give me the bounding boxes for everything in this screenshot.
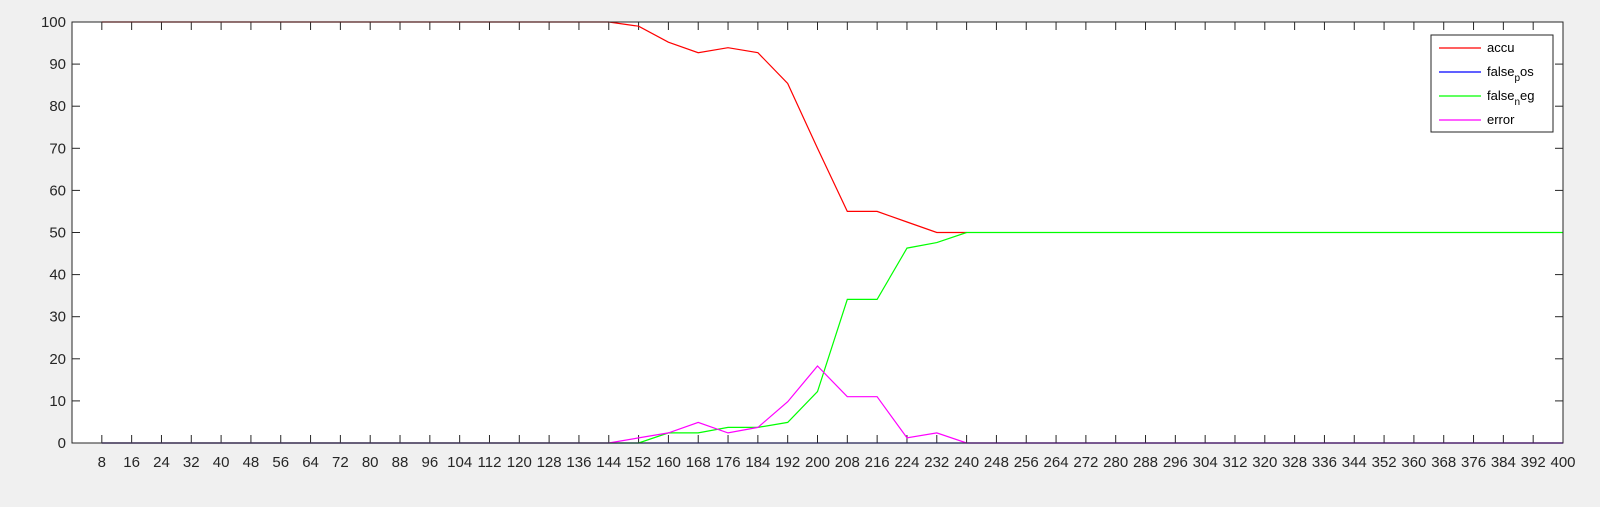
y-tick-label: 0: [58, 435, 66, 452]
y-tick-label: 70: [49, 140, 66, 157]
plot-border: [71, 21, 1564, 444]
y-tick-label: 20: [49, 351, 66, 368]
x-tick-label: 192: [775, 454, 800, 471]
x-tick-label: 352: [1372, 454, 1397, 471]
x-tick-label: 184: [745, 454, 770, 471]
legend-label: error: [1487, 112, 1515, 127]
x-tick-label: 280: [1103, 454, 1128, 471]
x-tick-label: 336: [1312, 454, 1337, 471]
tick-labels: 8 16 24 32 40 48 56 64 72 80 88 96 104 112 120 128 136 14…: [41, 14, 1576, 471]
x-tick-label: 120: [507, 454, 532, 471]
legend[interactable]: accu falsepos falseneg error: [1430, 34, 1554, 133]
x-tick-label: 384: [1491, 454, 1516, 471]
x-tick-label: 240: [954, 454, 979, 471]
x-tick-label: 328: [1282, 454, 1307, 471]
x-tick-label: 200: [805, 454, 830, 471]
x-tick-label: 8: [98, 454, 106, 471]
x-tick-label: 392: [1521, 454, 1546, 471]
x-tick-label: 216: [865, 454, 890, 471]
y-tick-label: 40: [49, 267, 66, 284]
x-tick-label: 256: [1014, 454, 1039, 471]
y-tick-label: 80: [49, 98, 66, 115]
x-tick-label: 208: [835, 454, 860, 471]
x-tick-label: 296: [1163, 454, 1188, 471]
y-tick-label: 90: [49, 56, 66, 73]
legend-label: falsepos: [1487, 64, 1534, 84]
x-tick-label: 48: [243, 454, 260, 471]
y-tick-label: 60: [49, 182, 66, 199]
x-tick-label: 320: [1252, 454, 1277, 471]
x-tick-label: 144: [596, 454, 621, 471]
x-tick-label: 136: [566, 454, 591, 471]
x-tick-label: 104: [447, 454, 472, 471]
x-tick-label: 24: [153, 454, 170, 471]
x-tick-label: 96: [421, 454, 438, 471]
x-tick-label: 72: [332, 454, 349, 471]
y-tick-label: 100: [41, 14, 66, 31]
x-tick-label: 376: [1461, 454, 1486, 471]
x-tick-label: 64: [302, 454, 319, 471]
x-tick-label: 80: [362, 454, 379, 471]
y-tick-label: 30: [49, 309, 66, 326]
legend-label: accu: [1487, 40, 1514, 55]
x-tick-label: 400: [1550, 454, 1575, 471]
x-tick-label: 304: [1193, 454, 1218, 471]
x-tick-label: 56: [272, 454, 289, 471]
x-tick-label: 160: [656, 454, 681, 471]
x-tick-label: 16: [123, 454, 140, 471]
x-tick-label: 112: [478, 454, 502, 471]
x-tick-label: 368: [1431, 454, 1456, 471]
x-tick-label: 312: [1222, 454, 1247, 471]
x-tick-label: 88: [392, 454, 409, 471]
x-tick-label: 176: [716, 454, 741, 471]
x-tick-label: 168: [686, 454, 711, 471]
legend-label: falseneg: [1487, 88, 1535, 108]
x-tick-label: 264: [1044, 454, 1069, 471]
x-tick-label: 360: [1401, 454, 1426, 471]
x-tick-label: 32: [183, 454, 200, 471]
x-tick-label: 152: [626, 454, 651, 471]
x-tick-label: 224: [894, 454, 919, 471]
legend-box: [1430, 34, 1554, 133]
x-tick-label: 232: [924, 454, 949, 471]
y-tick-label: 50: [49, 225, 66, 242]
x-tick-label: 128: [537, 454, 562, 471]
y-tick-label: 10: [49, 393, 66, 410]
x-tick-label: 344: [1342, 454, 1367, 471]
x-tick-label: 272: [1073, 454, 1098, 471]
x-tick-label: 40: [213, 454, 230, 471]
x-tick-label: 248: [984, 454, 1009, 471]
x-tick-label: 288: [1133, 454, 1158, 471]
